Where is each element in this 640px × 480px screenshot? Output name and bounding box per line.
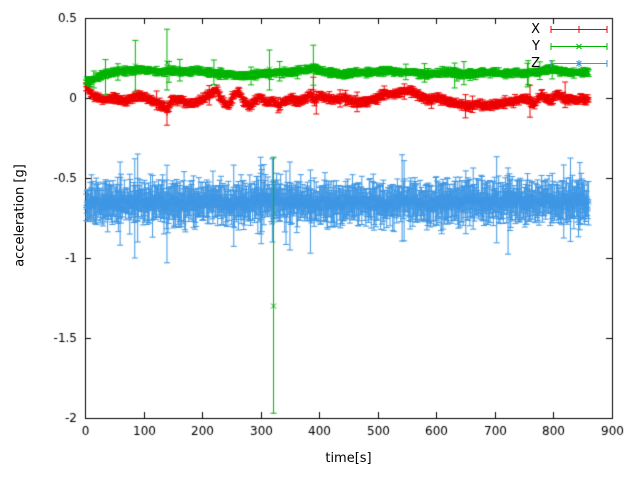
legend-sample-x-errorbar [550,26,608,33]
legend-row: Z [531,55,610,72]
legend-sample-z-errorbar [550,60,608,67]
y-axis-title: acceleration [g] [12,164,28,267]
legend-row: Y [531,38,610,55]
x-axis-title: time[s] [325,451,372,466]
legend-label: X [531,22,540,37]
legend-sample-y-errorbar [550,43,608,50]
legend-row: X [531,21,610,38]
legend-label: Z [531,56,540,71]
legend-label: Y [532,39,540,54]
